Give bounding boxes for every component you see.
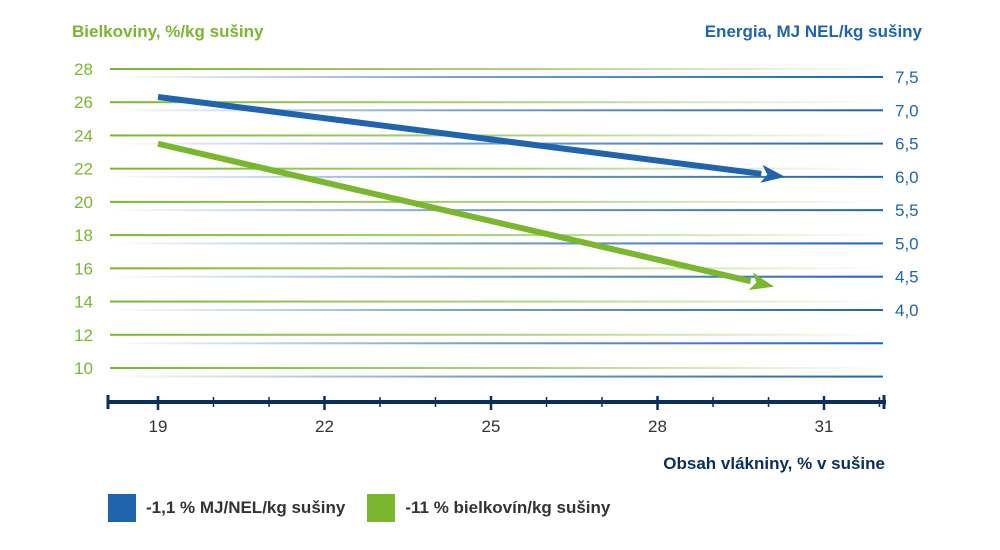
x-axis-title: Obsah vlákniny, % v sušine [663, 454, 885, 473]
axes: 10 12 14 16 18 20 22 24 26 28 4,0 4,5 5,0 5,5 6,0 6,5 7,… [74, 60, 919, 436]
gridline-left-12 [110, 333, 883, 336]
gridline-right [110, 175, 883, 178]
gridlines [110, 68, 883, 378]
y-left-tick-label: 24 [74, 126, 93, 145]
y-left-tick-label: 22 [74, 160, 93, 179]
y-left-tick-label: 16 [74, 259, 93, 278]
legend-item-energy: -1,1 % MJ/NEL/kg sušiny [108, 494, 345, 522]
left-axis-title: Bielkoviny, %/kg sušiny [72, 22, 264, 41]
gridline-right [110, 275, 883, 278]
legend: -1,1 % MJ/NEL/kg sušiny -11 % bielkovín/… [108, 494, 632, 522]
gridline-right [110, 375, 883, 378]
y-right-tick-label: 6,5 [895, 135, 919, 154]
gridline-left-10 [110, 367, 883, 369]
y-left-tick-label: 20 [74, 193, 93, 212]
gridline-left-20 [110, 200, 883, 203]
y-left-tick-label: 18 [74, 226, 93, 245]
gridline-left-18 [110, 234, 883, 237]
y-right-tick-label: 5,5 [895, 201, 919, 220]
gridline-right [110, 109, 883, 112]
y-left-tick-label: 26 [74, 93, 93, 112]
legend-item-protein: -11 % bielkovín/kg sušiny [367, 494, 610, 522]
series-line-protein [157, 140, 752, 285]
gridline-left-28 [110, 68, 883, 70]
gridline-right [110, 242, 883, 245]
right-axis-title: Energia, MJ NEL/kg sušiny [704, 22, 922, 41]
gridline-left-26 [110, 101, 883, 104]
series-arrowhead-protein [748, 272, 775, 290]
x-tick-label: 19 [149, 417, 168, 436]
gridline-left-14 [110, 300, 883, 303]
gridline-left-16 [110, 267, 883, 270]
y-right-tick-label: 7,5 [895, 68, 919, 87]
y-left-tick-label: 28 [74, 60, 93, 79]
gridline-left-24 [110, 134, 883, 137]
gridline-left-22 [110, 167, 883, 170]
legend-swatch-green [367, 494, 396, 522]
gridline-right [110, 309, 883, 311]
x-tick-label: 22 [315, 417, 334, 436]
y-left-tick-label: 10 [74, 359, 93, 378]
y-right-tick-label: 7,0 [895, 101, 919, 120]
legend-label-protein: -11 % bielkovín/kg sušiny [405, 498, 611, 517]
y-right-tick-label: 4,5 [895, 268, 919, 287]
series [157, 93, 786, 290]
y-right-tick-label: 4,0 [895, 301, 919, 320]
gridline-right [110, 142, 883, 145]
series-line-energy [157, 93, 762, 177]
y-left-tick-label: 14 [74, 293, 93, 312]
y-right-tick-label: 5,0 [895, 234, 919, 253]
y-right-tick-label: 6,0 [895, 168, 919, 187]
x-tick-label: 28 [648, 417, 667, 436]
y-left-tick-label: 12 [74, 326, 93, 345]
gridline-right [110, 76, 883, 78]
legend-label-energy: -1,1 % MJ/NEL/kg sušiny [146, 498, 346, 517]
gridline-right [110, 342, 883, 345]
x-tick-label: 31 [815, 417, 834, 436]
series-arrowhead-energy [760, 164, 786, 183]
legend-swatch-blue [108, 494, 136, 522]
gridline-right [110, 209, 883, 212]
x-tick-label: 25 [482, 417, 501, 436]
